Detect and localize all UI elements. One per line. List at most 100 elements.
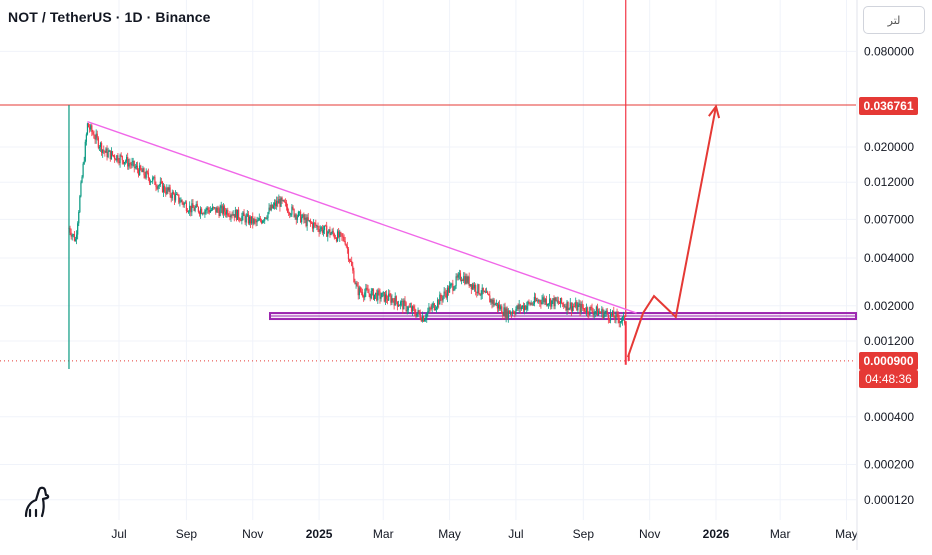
candle-body xyxy=(591,307,593,312)
candle-body xyxy=(452,283,454,291)
candle-body xyxy=(460,280,463,282)
candle-body xyxy=(226,209,228,215)
candle-body xyxy=(604,312,606,314)
candle-body xyxy=(322,229,325,233)
candle-body xyxy=(183,202,185,205)
candle-body xyxy=(146,171,148,173)
candle-body xyxy=(296,216,298,220)
candle-body xyxy=(388,293,390,301)
candle-body xyxy=(570,302,572,311)
candle-body xyxy=(155,184,157,187)
candle-body xyxy=(102,149,104,153)
candle-body xyxy=(192,203,194,208)
candle-body xyxy=(148,178,151,183)
candle-body xyxy=(494,304,496,306)
candle-body xyxy=(341,233,343,237)
candle-body xyxy=(438,299,440,305)
candle-body xyxy=(169,187,171,195)
candle-body xyxy=(244,215,246,223)
candle-body xyxy=(246,214,248,216)
candle-body xyxy=(223,206,226,212)
x-tick-label: 2026 xyxy=(703,527,730,541)
candle-body xyxy=(166,187,168,194)
candle-body xyxy=(450,284,452,286)
candle-body xyxy=(107,151,109,158)
candle-body xyxy=(305,217,307,226)
candle-body xyxy=(270,204,272,211)
candle-body xyxy=(581,303,583,308)
candle-body xyxy=(569,302,571,309)
candle-body xyxy=(245,215,247,223)
candle-body xyxy=(182,202,184,205)
candle-body xyxy=(220,205,222,209)
candle-body xyxy=(575,302,577,307)
candle-body xyxy=(352,265,354,271)
candle-body xyxy=(572,306,575,308)
candle-body xyxy=(442,295,444,301)
candle-body xyxy=(344,241,346,245)
candle-body xyxy=(297,211,300,217)
candle-body xyxy=(432,303,434,306)
y-tick-label: 0.001200 xyxy=(864,334,914,348)
candle-body xyxy=(398,305,401,307)
candle-body xyxy=(335,238,338,242)
candle-body xyxy=(119,155,121,164)
candle-body xyxy=(503,307,505,316)
candle-body xyxy=(259,218,261,221)
candle-body xyxy=(264,217,266,221)
candle-body xyxy=(178,194,180,203)
candle-body xyxy=(83,161,85,164)
scale-toggle-button[interactable]: لتر xyxy=(863,6,925,34)
candle-body xyxy=(582,307,584,309)
candle-body xyxy=(268,207,270,213)
projection-arrow-head xyxy=(708,104,721,119)
candle-body xyxy=(620,320,622,322)
candle-body xyxy=(207,207,209,211)
candle-body xyxy=(505,308,507,318)
candle-body xyxy=(249,216,252,224)
candle-body xyxy=(92,131,94,135)
candle-body xyxy=(428,307,430,312)
candle-body xyxy=(133,160,135,168)
candle-body xyxy=(440,294,442,299)
candle-body xyxy=(444,291,446,294)
candle-body xyxy=(395,296,397,302)
candle-body xyxy=(426,313,428,319)
candle-body xyxy=(464,276,466,284)
candle-body xyxy=(527,301,529,306)
candle-body xyxy=(506,308,508,319)
candle-body xyxy=(602,309,604,319)
candle-body xyxy=(385,294,388,300)
candle-body xyxy=(193,207,195,211)
candle-body xyxy=(530,303,532,305)
candle-body xyxy=(518,304,520,310)
candle-body xyxy=(333,233,335,238)
x-tick-label: Nov xyxy=(242,527,263,541)
candle-body xyxy=(607,314,609,320)
candle-body xyxy=(201,208,203,214)
candle-body xyxy=(181,199,183,203)
candle-body xyxy=(121,155,123,161)
candle-body xyxy=(515,309,517,315)
candle-body xyxy=(420,318,422,322)
candle-body xyxy=(294,214,296,217)
candle-body xyxy=(447,287,450,293)
candle-body xyxy=(230,214,232,218)
candle-body xyxy=(483,291,485,293)
candle-body xyxy=(278,199,280,204)
candle-body xyxy=(363,295,365,298)
candle-body xyxy=(531,303,533,305)
candle-body xyxy=(618,318,620,324)
candle-body xyxy=(289,212,291,216)
candle-body xyxy=(600,312,602,314)
candle-body xyxy=(378,290,380,292)
candle-body xyxy=(472,284,475,289)
candle-body xyxy=(236,209,239,220)
candle-body xyxy=(86,123,89,135)
candle-body xyxy=(469,284,471,286)
candle-body xyxy=(615,312,617,320)
candle-body xyxy=(128,162,130,167)
candle-body xyxy=(147,172,149,179)
